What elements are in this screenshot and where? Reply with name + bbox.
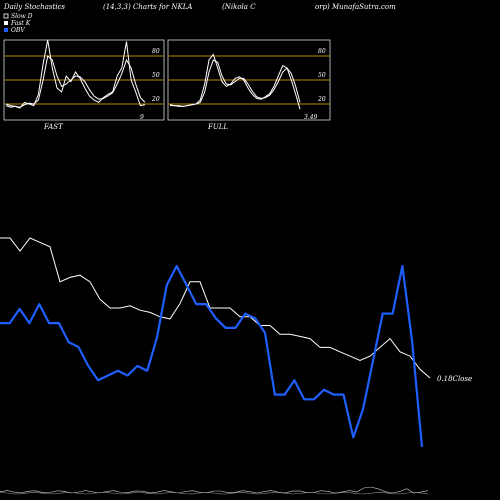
fast-k-line	[5, 39, 146, 109]
legend-label-obv: OBV	[11, 27, 25, 34]
full-tick-80: 80	[318, 48, 326, 55]
fast-tick-20: 20	[151, 96, 160, 103]
price-line	[0, 237, 431, 379]
fast-tick-50: 50	[152, 72, 160, 79]
header-company-b: orp) MunafaSutra.com	[315, 3, 396, 11]
legend-label-slow-d: Slow D	[11, 13, 33, 20]
full-panel: 80 50 20 3.49 FULL	[167, 39, 331, 131]
header-title: Daily Stochastics	[3, 3, 65, 11]
legend: Slow D Fast K OBV	[3, 13, 33, 34]
legend-swatch-fast-k	[4, 21, 8, 25]
header-subtitle: (14,3,3) Charts for NKLA	[103, 3, 192, 11]
full-d-line	[169, 59, 301, 107]
full-label: FULL	[207, 123, 228, 131]
header: Daily Stochastics (14,3,3) Charts for NK…	[3, 3, 396, 11]
volume-line-a	[0, 486, 429, 494]
fast-value: 9	[140, 114, 144, 121]
main-chart: 0.18Close	[0, 237, 472, 448]
fast-label: FAST	[43, 123, 64, 131]
volume-strip	[0, 486, 429, 495]
obv-line	[0, 264, 424, 448]
header-company-a: (Nikola C	[222, 3, 256, 11]
full-tick-50: 50	[318, 72, 326, 79]
close-label: 0.18Close	[437, 375, 472, 383]
full-value: 3.49	[304, 114, 318, 121]
volume-line-b	[0, 492, 429, 495]
slow-d-line	[5, 55, 146, 108]
legend-swatch-slow-d	[3, 13, 9, 19]
legend-label-fast-k: Fast K	[10, 20, 31, 27]
legend-swatch-obv	[4, 28, 8, 32]
full-tick-20: 20	[317, 96, 326, 103]
fast-panel: 80 50 20 9 FAST	[3, 39, 165, 131]
fast-tick-80: 80	[152, 48, 160, 55]
